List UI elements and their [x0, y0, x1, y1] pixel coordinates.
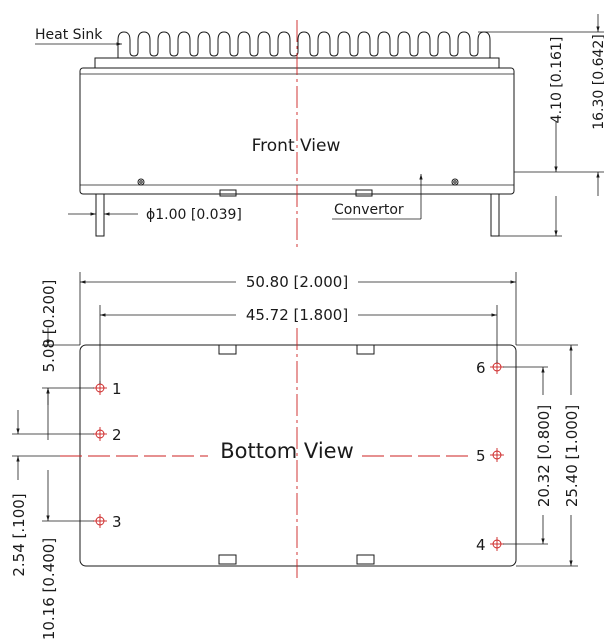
pin-label-3: 3 — [112, 513, 122, 531]
pin-diameter-dimension: ϕ1.00 [0.039] — [146, 207, 242, 223]
dim-bottom-width: 50.80 [2.000] — [246, 273, 348, 291]
pin-1: 1 — [93, 380, 122, 398]
pin-3: 3 — [93, 513, 122, 531]
dim-bottom-height: 25.40 [1.000] — [563, 405, 581, 507]
pin-label-2: 2 — [112, 426, 122, 444]
dim-left-span: 10.16 [0.400] — [40, 538, 58, 640]
heat-sink-fins — [117, 31, 491, 58]
front-pin-left — [95, 193, 105, 237]
bottom-body — [79, 344, 517, 567]
dim-left-top: 5.08 [0.200] — [40, 280, 58, 373]
pin-2: 2 — [93, 426, 122, 444]
dim-front-height: 4.10 [0.161] — [549, 37, 565, 124]
front-pin-right — [490, 193, 500, 237]
front-view-title: Front View — [252, 136, 341, 156]
convertor-label: Convertor — [334, 202, 404, 218]
pin-6: 6 — [476, 359, 504, 377]
heat-sink-label: Heat Sink — [35, 27, 103, 43]
pin-5: 5 — [476, 447, 504, 465]
dim-right-span: 20.32 [0.800] — [535, 405, 553, 507]
front-view: Front View Heat Sink Convertor ϕ1.00 [0.… — [35, 14, 604, 250]
bottom-view-title: Bottom View — [220, 439, 354, 463]
pin-4: 4 — [476, 536, 504, 554]
screw-left — [137, 178, 145, 186]
pin-label-6: 6 — [476, 359, 486, 377]
screw-right — [451, 178, 459, 186]
pin-label-1: 1 — [112, 380, 122, 398]
bottom-view: Bottom View 1 2 3 6 5 — [10, 272, 581, 640]
pin-label-5: 5 — [476, 447, 486, 465]
dim-front-total: 16.30 [0.642] — [591, 34, 604, 130]
dim-pitch: 2.54 [.100] — [10, 493, 28, 576]
pin-label-4: 4 — [476, 536, 486, 554]
dim-pin-span: 45.72 [1.800] — [246, 306, 348, 324]
